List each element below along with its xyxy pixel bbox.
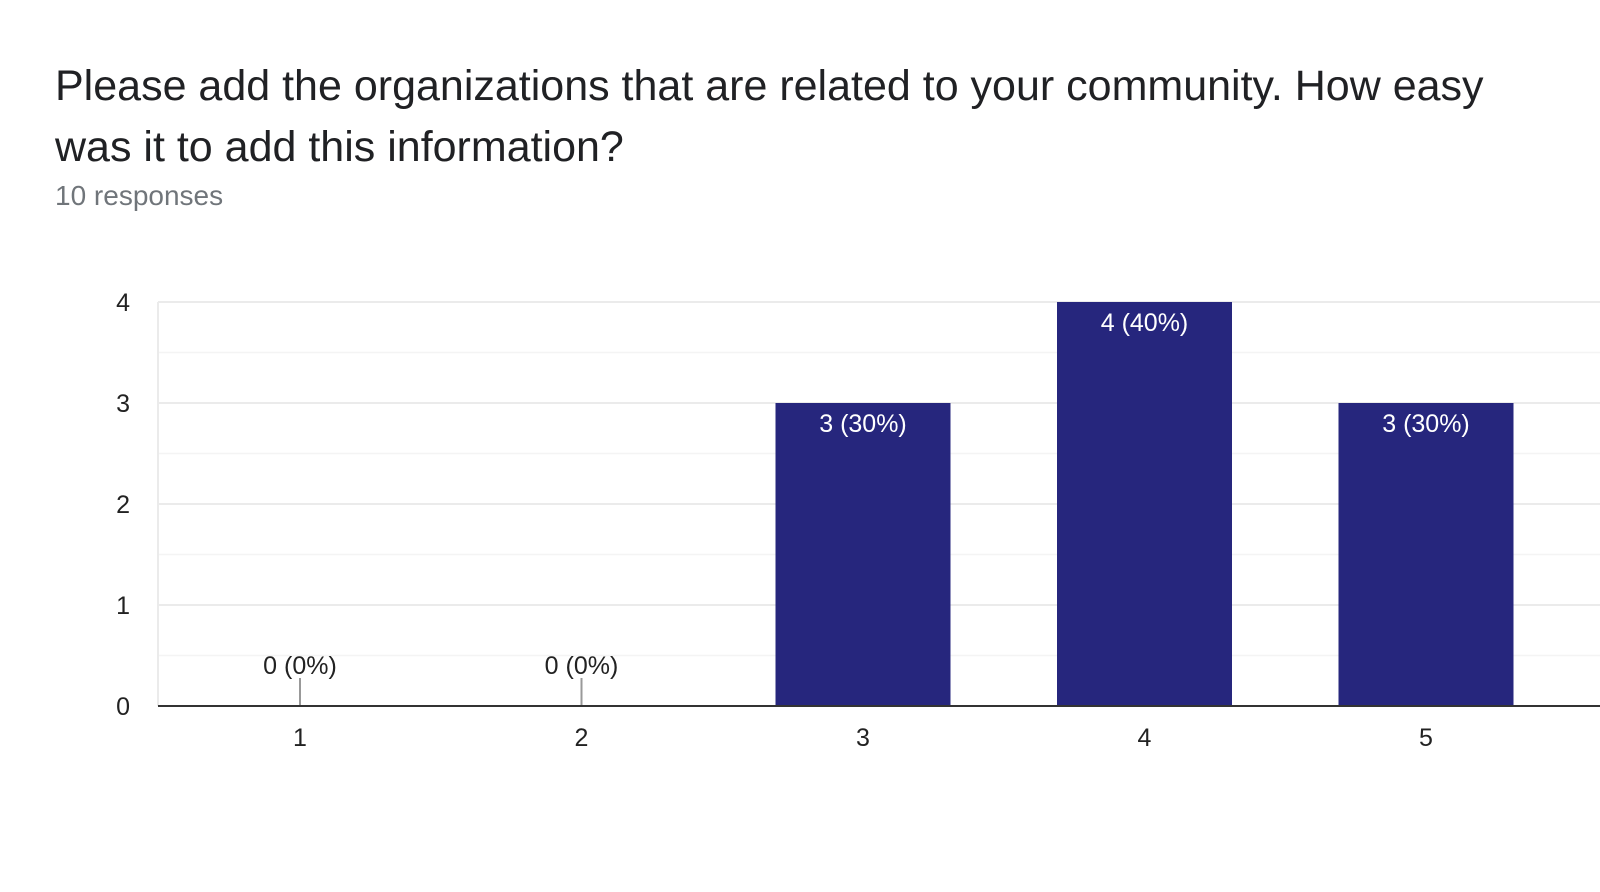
y-tick-label: 3 — [116, 390, 130, 418]
y-tick-label: 0 — [116, 693, 130, 721]
x-tick-label: 2 — [575, 724, 589, 752]
data-label-2: 0 (0%) — [545, 652, 619, 680]
x-tick-label: 4 — [1138, 724, 1152, 752]
x-tick-label: 3 — [856, 724, 870, 752]
bar-4 — [1057, 302, 1232, 706]
data-label-3: 3 (30%) — [819, 410, 907, 438]
data-label-5: 3 (30%) — [1382, 410, 1470, 438]
axes: 0 1 2 3 4 1 2 3 4 5 — [116, 289, 1600, 752]
data-label-4: 4 (40%) — [1101, 309, 1189, 337]
x-tick-label: 5 — [1419, 724, 1433, 752]
bars — [299, 302, 1514, 706]
y-tick-label: 1 — [116, 592, 130, 620]
data-labels: 0 (0%) 0 (0%) 3 (30%) 4 (40%) 3 (30%) — [263, 309, 1470, 680]
data-label-1: 0 (0%) — [263, 652, 337, 680]
x-tick-label: 1 — [293, 724, 307, 752]
question-title: Please add the organizations that are re… — [55, 62, 1484, 171]
y-tick-label: 2 — [116, 491, 130, 519]
y-tick-label: 4 — [116, 289, 130, 317]
bar-5 — [1338, 403, 1514, 706]
bar-3 — [775, 403, 951, 706]
response-count: 10 responses — [55, 180, 224, 211]
